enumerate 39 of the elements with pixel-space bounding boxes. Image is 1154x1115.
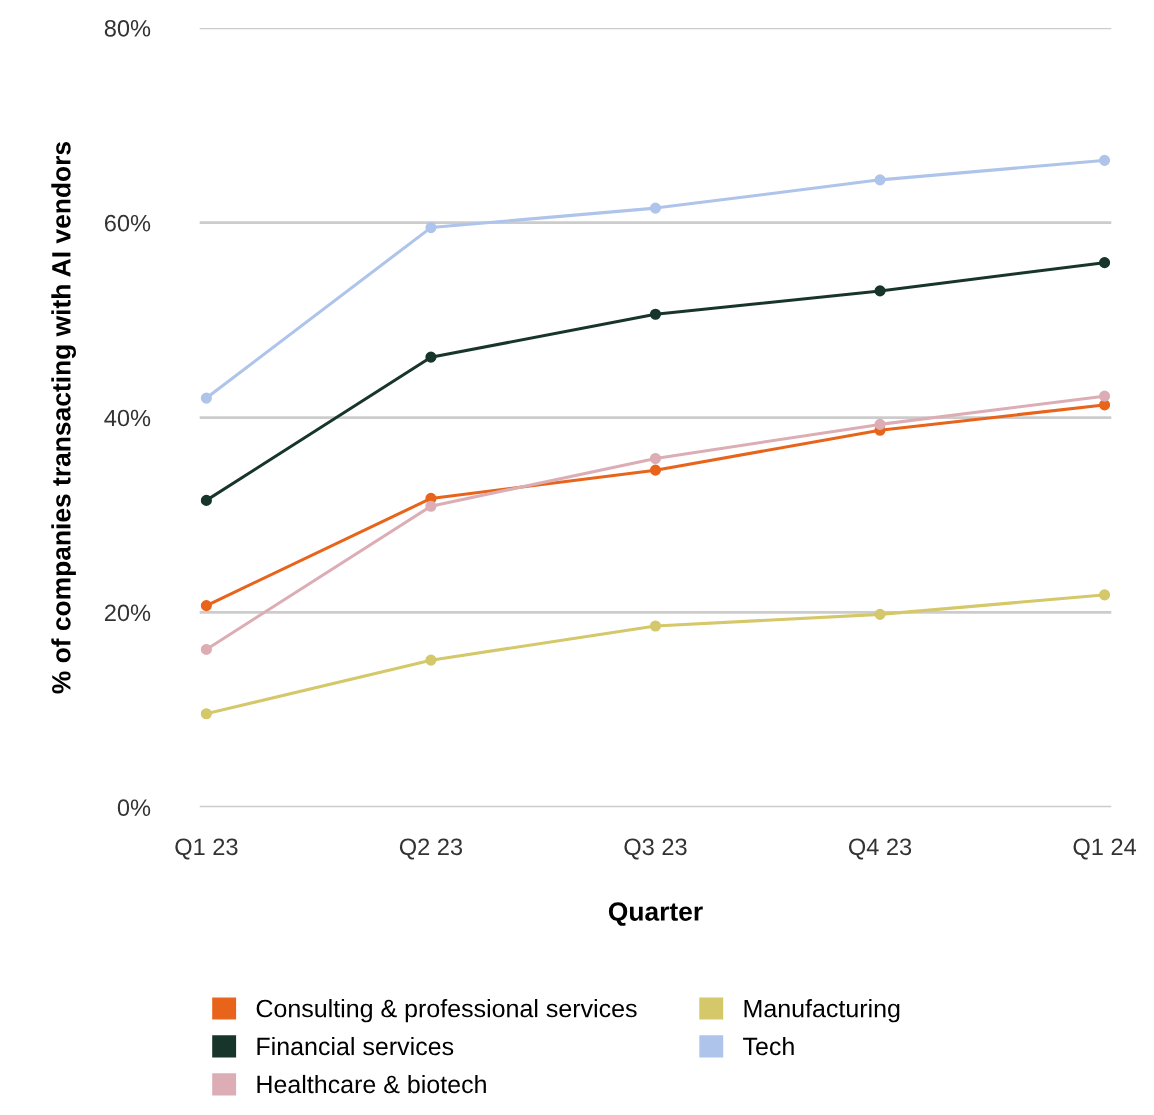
point	[649, 308, 662, 320]
point	[649, 620, 662, 632]
point	[200, 708, 212, 720]
legend-label: Consulting & professional services	[256, 999, 637, 1023]
point	[874, 285, 886, 297]
legend-label: Healthcare & biotech	[257, 1074, 486, 1094]
point	[200, 392, 212, 404]
legend-label: Financial services	[257, 1036, 454, 1056]
point	[1099, 154, 1111, 166]
point	[649, 464, 662, 476]
y-tick-label: 40%	[104, 409, 151, 427]
point	[200, 643, 212, 655]
point	[874, 174, 886, 186]
point	[649, 202, 662, 214]
point	[425, 222, 437, 234]
x-axis-title: Quarter	[608, 902, 703, 926]
point	[1099, 390, 1111, 402]
point	[874, 608, 886, 620]
point	[1099, 257, 1111, 269]
y-tick-label: 0%	[117, 799, 151, 817]
legend-label: Tech	[743, 1036, 794, 1056]
point	[200, 494, 212, 506]
point	[1099, 589, 1111, 601]
point	[425, 351, 437, 363]
point	[874, 418, 886, 430]
point	[649, 452, 662, 465]
point	[200, 600, 212, 612]
y-tick-label: 60%	[104, 214, 151, 232]
y-tick-label: 80%	[104, 19, 151, 37]
x-tick-label: Q1 23	[175, 838, 238, 860]
point	[425, 500, 437, 512]
legend-label: Manufacturing	[744, 999, 900, 1023]
x-tick-label: Q3 23	[624, 838, 687, 860]
x-tick-label: Q4 23	[848, 838, 912, 860]
y-axis-title: % of companies transacting with AI vendors	[51, 141, 76, 694]
y-tick-label: 20%	[104, 604, 151, 622]
x-tick-label: Q1 24	[1073, 838, 1137, 860]
x-tick-label: Q2 23	[399, 838, 463, 860]
point	[425, 654, 437, 666]
